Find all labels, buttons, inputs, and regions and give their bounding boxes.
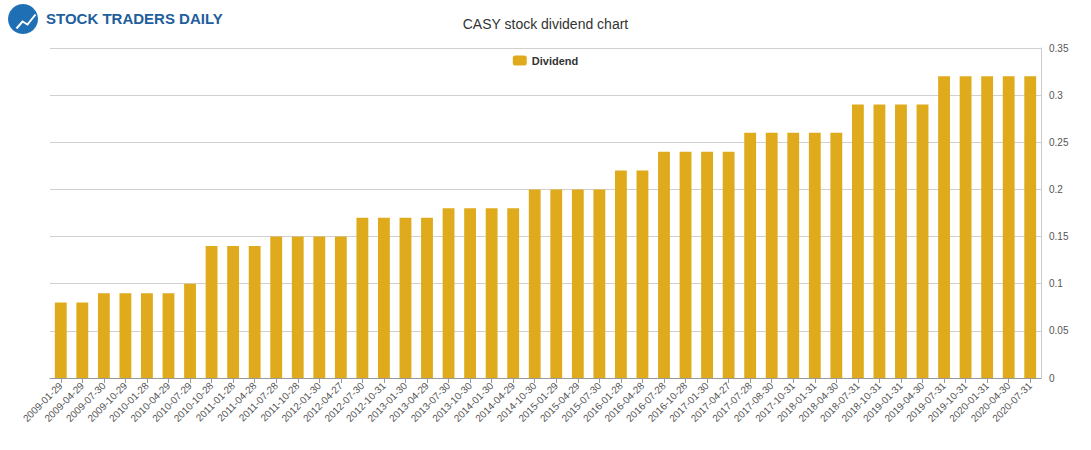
- svg-text:0.35: 0.35: [1049, 43, 1069, 54]
- svg-text:2020-01-31: 2020-01-31: [947, 380, 991, 424]
- svg-text:0.05: 0.05: [1049, 325, 1069, 336]
- svg-text:2015-01-29: 2015-01-29: [516, 380, 561, 424]
- svg-text:2010-07-29: 2010-07-29: [150, 380, 194, 424]
- svg-text:2020-07-31: 2020-07-31: [990, 380, 1034, 424]
- svg-text:2015-04-29: 2015-04-29: [537, 380, 582, 424]
- svg-text:CASY stock dividend chart: CASY stock dividend chart: [463, 16, 629, 32]
- svg-text:2012-04-27: 2012-04-27: [300, 380, 345, 424]
- svg-text:2018-10-31: 2018-10-31: [839, 380, 884, 424]
- svg-text:2015-07-30: 2015-07-30: [559, 380, 604, 424]
- svg-text:2010-10-28: 2010-10-28: [171, 380, 216, 424]
- svg-text:2017-10-31: 2017-10-31: [753, 380, 798, 424]
- svg-text:2013-04-29: 2013-04-29: [387, 380, 431, 424]
- svg-text:2020-04-30: 2020-04-30: [968, 380, 1013, 424]
- svg-text:2016-01-28: 2016-01-28: [580, 380, 625, 424]
- svg-text:2010-01-28: 2010-01-28: [106, 380, 151, 424]
- svg-text:2009-10-29: 2009-10-29: [85, 380, 130, 424]
- svg-text:2019-07-31: 2019-07-31: [904, 380, 948, 424]
- svg-text:2012-10-31: 2012-10-31: [343, 380, 388, 424]
- svg-text:2017-01-30: 2017-01-30: [667, 380, 711, 424]
- svg-text:2013-10-30: 2013-10-30: [430, 380, 474, 424]
- svg-text:2016-07-28: 2016-07-28: [624, 380, 668, 424]
- svg-text:2011-07-28: 2011-07-28: [236, 380, 281, 424]
- svg-text:2010-04-29: 2010-04-29: [128, 380, 173, 424]
- svg-text:2009-07-30: 2009-07-30: [63, 380, 108, 424]
- svg-text:2018-01-31: 2018-01-31: [774, 380, 819, 424]
- svg-text:2019-01-31: 2019-01-31: [861, 380, 905, 424]
- svg-text:2017-07-28: 2017-07-28: [710, 380, 755, 424]
- svg-text:2016-10-28: 2016-10-28: [645, 380, 690, 424]
- svg-text:2011-01-28: 2011-01-28: [193, 380, 237, 424]
- svg-text:0.2: 0.2: [1049, 184, 1063, 195]
- svg-text:0.3: 0.3: [1049, 90, 1063, 101]
- svg-text:2013-01-30: 2013-01-30: [365, 380, 410, 424]
- svg-text:2011-04-28: 2011-04-28: [215, 380, 259, 424]
- svg-text:Dividend: Dividend: [532, 55, 578, 67]
- svg-text:2014-10-30: 2014-10-30: [494, 380, 539, 424]
- svg-text:2018-04-30: 2018-04-30: [796, 380, 841, 424]
- svg-text:2017-04-27: 2017-04-27: [688, 380, 733, 424]
- svg-text:2019-10-31: 2019-10-31: [925, 380, 970, 424]
- svg-text:2017-08-30: 2017-08-30: [731, 380, 776, 424]
- svg-text:2019-04-30: 2019-04-30: [882, 380, 927, 424]
- svg-text:2012-07-30: 2012-07-30: [322, 380, 367, 424]
- svg-text:0.25: 0.25: [1049, 137, 1069, 148]
- svg-text:2009-04-29: 2009-04-29: [42, 380, 87, 424]
- svg-text:2011-10-28: 2011-10-28: [258, 380, 302, 424]
- svg-text:2018-07-31: 2018-07-31: [817, 380, 862, 424]
- svg-text:0.15: 0.15: [1049, 231, 1069, 242]
- svg-text:2013-07-30: 2013-07-30: [408, 380, 453, 424]
- svg-text:STOCK TRADERS DAILY: STOCK TRADERS DAILY: [46, 10, 223, 27]
- svg-text:2014-01-30: 2014-01-30: [451, 380, 496, 424]
- svg-text:2009-01-29: 2009-01-29: [20, 380, 65, 424]
- svg-text:0: 0: [1049, 373, 1055, 384]
- svg-text:2016-04-28: 2016-04-28: [602, 380, 647, 424]
- svg-text:2012-01-30: 2012-01-30: [279, 380, 324, 424]
- svg-text:2014-04-29: 2014-04-29: [473, 380, 518, 424]
- svg-text:0.1: 0.1: [1049, 278, 1063, 289]
